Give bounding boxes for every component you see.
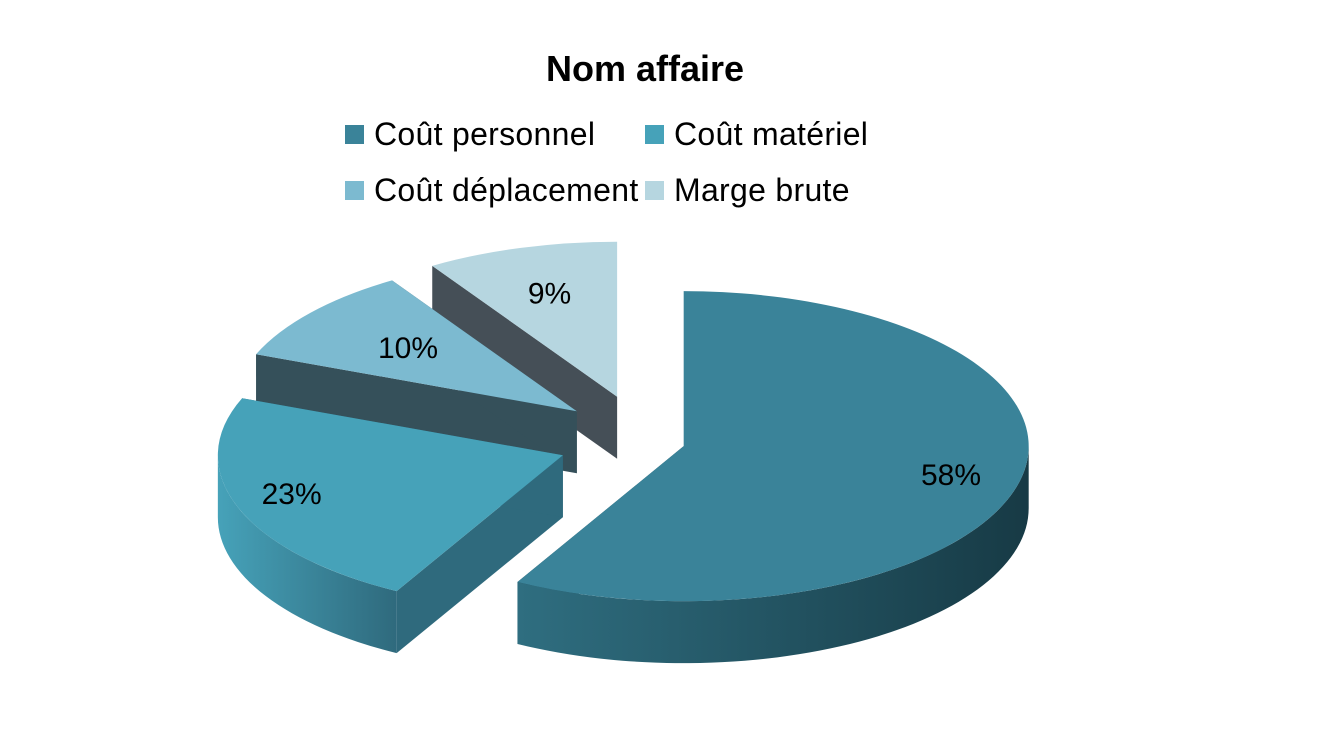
legend-item-cout-personnel: Coût personnel	[345, 116, 645, 152]
legend-label: Marge brute	[674, 171, 850, 208]
legend-item-marge-brute: Marge brute	[645, 172, 905, 208]
legend-item-cout-deplacement: Coût déplacement	[345, 172, 645, 208]
pie-slice-cout-materiel	[217, 398, 563, 654]
legend-swatch	[645, 124, 664, 144]
slice-top-face	[432, 241, 618, 397]
slice-top-face	[517, 291, 1029, 602]
slice-outer-side	[517, 446, 1029, 664]
legend-swatch	[345, 180, 364, 200]
data-label-cout-materiel: 23%	[262, 478, 322, 511]
slice-wall-start	[256, 354, 577, 474]
legend-item-cout-materiel: Coût matériel	[645, 116, 905, 152]
legend-swatch	[345, 124, 364, 144]
pie-slice-cout-deplacement	[256, 280, 577, 474]
pie-slice-cout-personnel	[517, 291, 1029, 664]
data-label-cout-deplacement: 10%	[378, 332, 438, 365]
slice-outer-side	[217, 455, 397, 654]
data-label-marge-brute: 9%	[528, 277, 571, 310]
legend-label: Coût personnel	[374, 115, 596, 152]
legend-label: Coût déplacement	[374, 171, 639, 208]
chart-title: Nom affaire	[545, 48, 745, 89]
data-label-cout-personnel: 58%	[921, 459, 981, 492]
legend-label: Coût matériel	[674, 115, 869, 152]
slice-top-face	[217, 398, 563, 592]
legend-swatch	[645, 180, 664, 200]
slice-top-face	[256, 280, 577, 412]
chart-legend: Coût personnel Coût matériel Coût déplac…	[345, 116, 905, 208]
